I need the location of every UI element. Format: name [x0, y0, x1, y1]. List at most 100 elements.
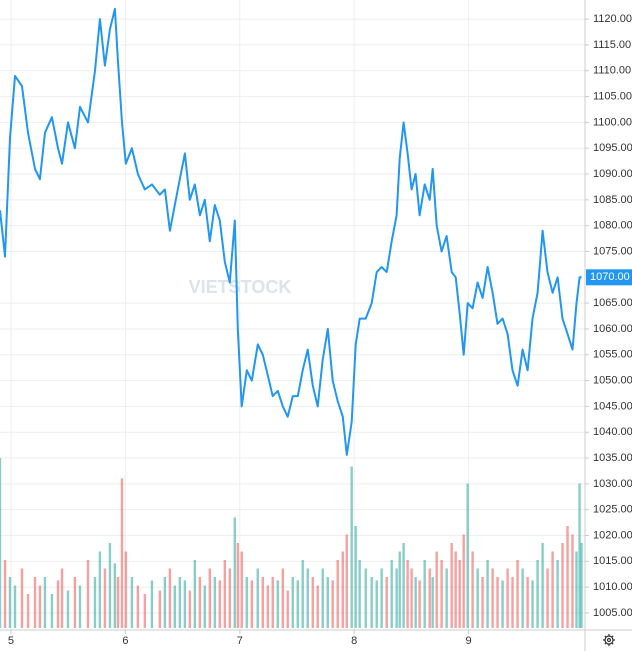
volume-bar — [516, 560, 519, 628]
grid — [0, 0, 585, 630]
volume-bar — [481, 577, 484, 628]
y-tick-label: 1005.00 — [593, 607, 632, 619]
volume-bar — [208, 568, 212, 628]
volume-bar — [213, 577, 217, 628]
x-tick-label: 7 — [237, 635, 243, 647]
volume-bar — [566, 526, 569, 628]
volume — [0, 458, 583, 628]
volume-bar — [551, 551, 554, 628]
volume-bar — [73, 577, 77, 628]
volume-bar — [3, 560, 7, 628]
last-price-box — [586, 269, 632, 286]
volume-bar — [113, 563, 117, 628]
y-tick-label: 1110.00 — [593, 65, 631, 77]
y-tick-label: 1040.00 — [593, 426, 632, 438]
x-tick-label: 8 — [351, 635, 357, 647]
volume-bar — [431, 577, 434, 628]
volume-bar — [158, 590, 162, 628]
price-line — [0, 7, 582, 456]
volume-bar — [571, 534, 574, 628]
y-tick-label: 1115.00 — [593, 39, 631, 51]
volume-bar — [86, 560, 90, 628]
volume-bar — [233, 517, 236, 628]
settings-icon[interactable] — [603, 634, 615, 646]
y-tick-label: 1065.00 — [593, 297, 632, 309]
volume-bar — [56, 580, 60, 628]
volume-bar — [108, 543, 112, 628]
volume-bar — [536, 560, 539, 628]
volume-bar — [511, 577, 514, 628]
volume-bar — [136, 585, 140, 628]
volume-bar — [143, 594, 147, 628]
volume-bar — [486, 560, 489, 628]
volume-bar — [183, 580, 187, 628]
y-tick-label: 1010.00 — [593, 581, 632, 593]
volume-bar — [521, 568, 524, 628]
volume-bar — [375, 580, 378, 628]
volume-bar — [60, 568, 64, 628]
volume-bar — [454, 551, 457, 628]
volume-bar — [410, 568, 413, 628]
volume-bar — [418, 580, 421, 628]
y-tick-label: 1090.00 — [593, 168, 632, 180]
y-tick-label: 1100.00 — [593, 116, 632, 128]
volume-bar — [0, 458, 2, 628]
y-tick-label: 1035.00 — [593, 452, 632, 464]
volume-bar — [395, 568, 398, 628]
volume-bar — [385, 577, 388, 628]
volume-bar — [578, 483, 581, 628]
y-tick-label: 1105.00 — [593, 90, 632, 102]
y-tick-label: 1055.00 — [593, 349, 632, 361]
x-tick-label: 5 — [8, 635, 14, 647]
volume-bar — [491, 568, 494, 628]
y-tick-label: 1050.00 — [593, 374, 632, 386]
volume-bar — [526, 577, 529, 628]
volume-bar — [276, 580, 279, 628]
volume-bar — [178, 577, 182, 628]
y-tick-label: 1025.00 — [593, 504, 632, 516]
volume-bar — [414, 577, 417, 628]
volume-bar — [306, 568, 309, 628]
volume-bar — [281, 568, 285, 628]
axes: 1005.00 1010.00 1015.00 1020.00 1025.00 1030.… — [8, 13, 632, 647]
volume-bar — [240, 551, 243, 628]
volume-bar — [580, 543, 583, 628]
volume-bar — [398, 551, 401, 628]
volume-bar — [203, 585, 206, 628]
volume-bar — [26, 594, 30, 628]
volume-bar — [261, 577, 264, 628]
volume-bar — [93, 577, 97, 628]
y-tick-label: 1060.00 — [593, 323, 632, 335]
volume-bar — [50, 594, 54, 628]
volume-bar — [13, 585, 17, 628]
volume-bar — [301, 560, 304, 628]
volume-bar — [458, 560, 461, 628]
volume-bar — [218, 580, 221, 628]
volume-bar — [223, 560, 227, 628]
volume-bar — [440, 560, 443, 628]
x-tick-label: 6 — [122, 635, 128, 647]
volume-bar — [188, 590, 191, 628]
volume-bar — [250, 580, 254, 628]
volume-bar — [78, 585, 82, 628]
volume-bar — [173, 585, 177, 628]
volume-bar — [20, 568, 24, 628]
volume-bar — [326, 577, 329, 628]
volume-bar — [245, 577, 248, 628]
volume-bar — [33, 577, 37, 628]
volume-bar — [390, 560, 393, 628]
volume-bar — [168, 568, 172, 628]
volume-bar — [575, 551, 578, 628]
volume-bar — [8, 577, 12, 628]
volume-bar — [496, 577, 499, 628]
volume-bar — [354, 526, 357, 628]
volume-bar — [98, 551, 102, 628]
volume-bar — [236, 543, 240, 628]
x-tick-label: 9 — [466, 635, 472, 647]
volume-bar — [423, 560, 426, 628]
volume-bar — [531, 580, 534, 628]
volume-bar — [163, 577, 167, 628]
volume-bar — [341, 551, 344, 628]
volume-bar — [435, 551, 438, 628]
